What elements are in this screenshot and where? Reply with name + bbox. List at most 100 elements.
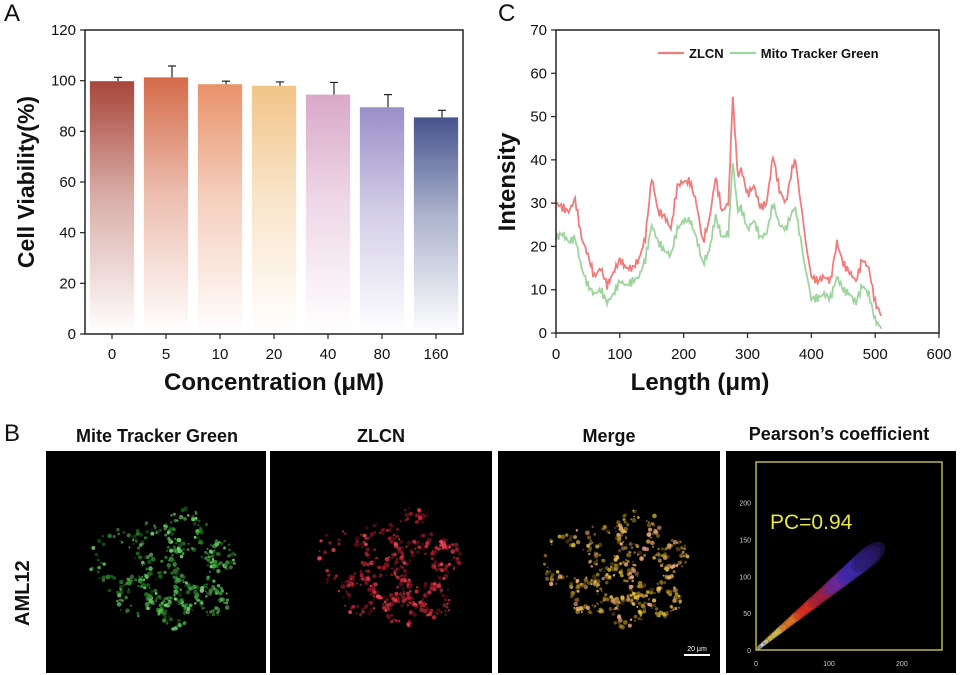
- cell-speckle: [148, 587, 151, 589]
- cell-speckle: [685, 553, 687, 556]
- cell-speckle: [568, 543, 573, 548]
- cell-speckle: [427, 590, 431, 594]
- cell-speckle: [624, 536, 628, 540]
- cell-speckle: [91, 545, 96, 550]
- cell-speckle: [172, 575, 176, 579]
- cell-speckle: [672, 588, 677, 593]
- cell-speckle: [600, 590, 603, 592]
- cell-speckle: [164, 555, 168, 560]
- cell-speckle: [404, 561, 409, 566]
- cell-speckle: [672, 543, 675, 546]
- cell-speckle: [166, 563, 172, 568]
- cell-speckle: [397, 597, 400, 599]
- cell-speckle: [544, 571, 550, 576]
- cell-speckle: [617, 523, 622, 527]
- cell-speckle: [589, 539, 593, 543]
- cell-speckle: [219, 601, 222, 603]
- row-label-wrap: AML12: [10, 560, 40, 638]
- cell-speckle: [421, 543, 424, 545]
- cell-speckle: [436, 582, 439, 585]
- cell-speckle: [175, 586, 180, 590]
- cell-speckle: [395, 568, 398, 571]
- cell-speckle: [101, 575, 106, 580]
- cell-speckle: [651, 606, 654, 610]
- cell-speckle: [389, 592, 394, 598]
- cell-speckle: [421, 520, 424, 524]
- cell-speckle: [169, 538, 172, 541]
- cell-speckle: [178, 593, 183, 597]
- cell-speckle: [593, 606, 595, 609]
- cell-speckle: [219, 541, 222, 544]
- cell-speckle: [445, 595, 448, 598]
- cell-speckle: [630, 597, 634, 601]
- cell-speckle: [550, 540, 553, 544]
- cell-speckle: [548, 570, 552, 574]
- cell-speckle: [360, 577, 365, 581]
- cell-speckle: [626, 523, 630, 527]
- cell-speckle: [656, 613, 661, 618]
- cell-speckle: [675, 546, 681, 552]
- cell-speckle: [580, 611, 583, 614]
- cell-speckle: [342, 596, 345, 598]
- cell-speckle: [200, 587, 203, 590]
- cell-speckle: [635, 600, 638, 603]
- cell-speckle: [373, 582, 378, 587]
- cell-speckle: [570, 542, 576, 548]
- cell-speckle: [609, 565, 613, 569]
- cell-speckle: [546, 566, 549, 569]
- cell-speckle: [666, 543, 672, 548]
- cell-speckle: [628, 599, 631, 602]
- cell-speckle: [119, 585, 124, 590]
- cell-speckle: [178, 593, 180, 596]
- cell-speckle: [177, 539, 180, 543]
- cell-speckle: [177, 622, 182, 628]
- cell-speckle: [557, 534, 562, 539]
- cell-speckle: [145, 568, 148, 571]
- cell-speckle: [575, 609, 580, 615]
- cell-speckle: [646, 520, 648, 522]
- cell-speckle: [657, 558, 662, 563]
- cell-speckle: [344, 604, 347, 607]
- cell-speckle: [180, 549, 184, 553]
- cell-speckle: [623, 562, 629, 567]
- cell-speckle: [176, 537, 182, 543]
- cell-speckle: [643, 601, 647, 605]
- row-label-aml12: AML12: [12, 560, 34, 626]
- cell-speckle: [216, 584, 221, 588]
- cell-speckle: [618, 601, 621, 604]
- x-tick-label: 500: [863, 346, 888, 363]
- cell-speckle: [575, 585, 580, 590]
- cell-speckle: [162, 618, 167, 622]
- cell-speckle: [420, 602, 425, 607]
- cell-speckle: [144, 523, 147, 526]
- cell-speckle: [119, 609, 122, 611]
- cell-speckle: [607, 567, 612, 572]
- y-tick-label: 50: [743, 611, 751, 618]
- cell-speckle: [626, 595, 630, 598]
- cell-speckle: [595, 579, 601, 584]
- cell-speckle: [212, 543, 217, 549]
- cell-speckle: [384, 556, 390, 562]
- cell-viability-bar-chart: 0 5 10 20 40 80 160 0 20 40 60 80 100 120 Concentrati…: [13, 22, 464, 396]
- cell-speckle: [98, 577, 101, 580]
- cell-speckle: [446, 569, 450, 574]
- cell-speckle: [359, 613, 362, 616]
- cell-speckle: [143, 562, 146, 565]
- cell-speckle: [549, 577, 555, 582]
- cell-speckle: [646, 539, 651, 544]
- cell-speckle: [437, 575, 442, 580]
- series-line-0: [555, 96, 883, 317]
- cell-speckle: [633, 551, 636, 554]
- cell-speckle: [159, 604, 162, 607]
- cell-speckle: [444, 538, 448, 542]
- cell-speckle: [351, 604, 356, 609]
- cell-speckle: [425, 605, 430, 610]
- cell-speckle: [97, 565, 101, 570]
- cell-speckle: [626, 559, 630, 564]
- cell-speckle: [600, 600, 604, 604]
- cell-speckle: [683, 544, 687, 548]
- cell-speckle: [133, 556, 136, 560]
- cell-speckle: [435, 583, 438, 586]
- cell-speckle: [134, 578, 138, 582]
- cell-speckle: [89, 567, 93, 572]
